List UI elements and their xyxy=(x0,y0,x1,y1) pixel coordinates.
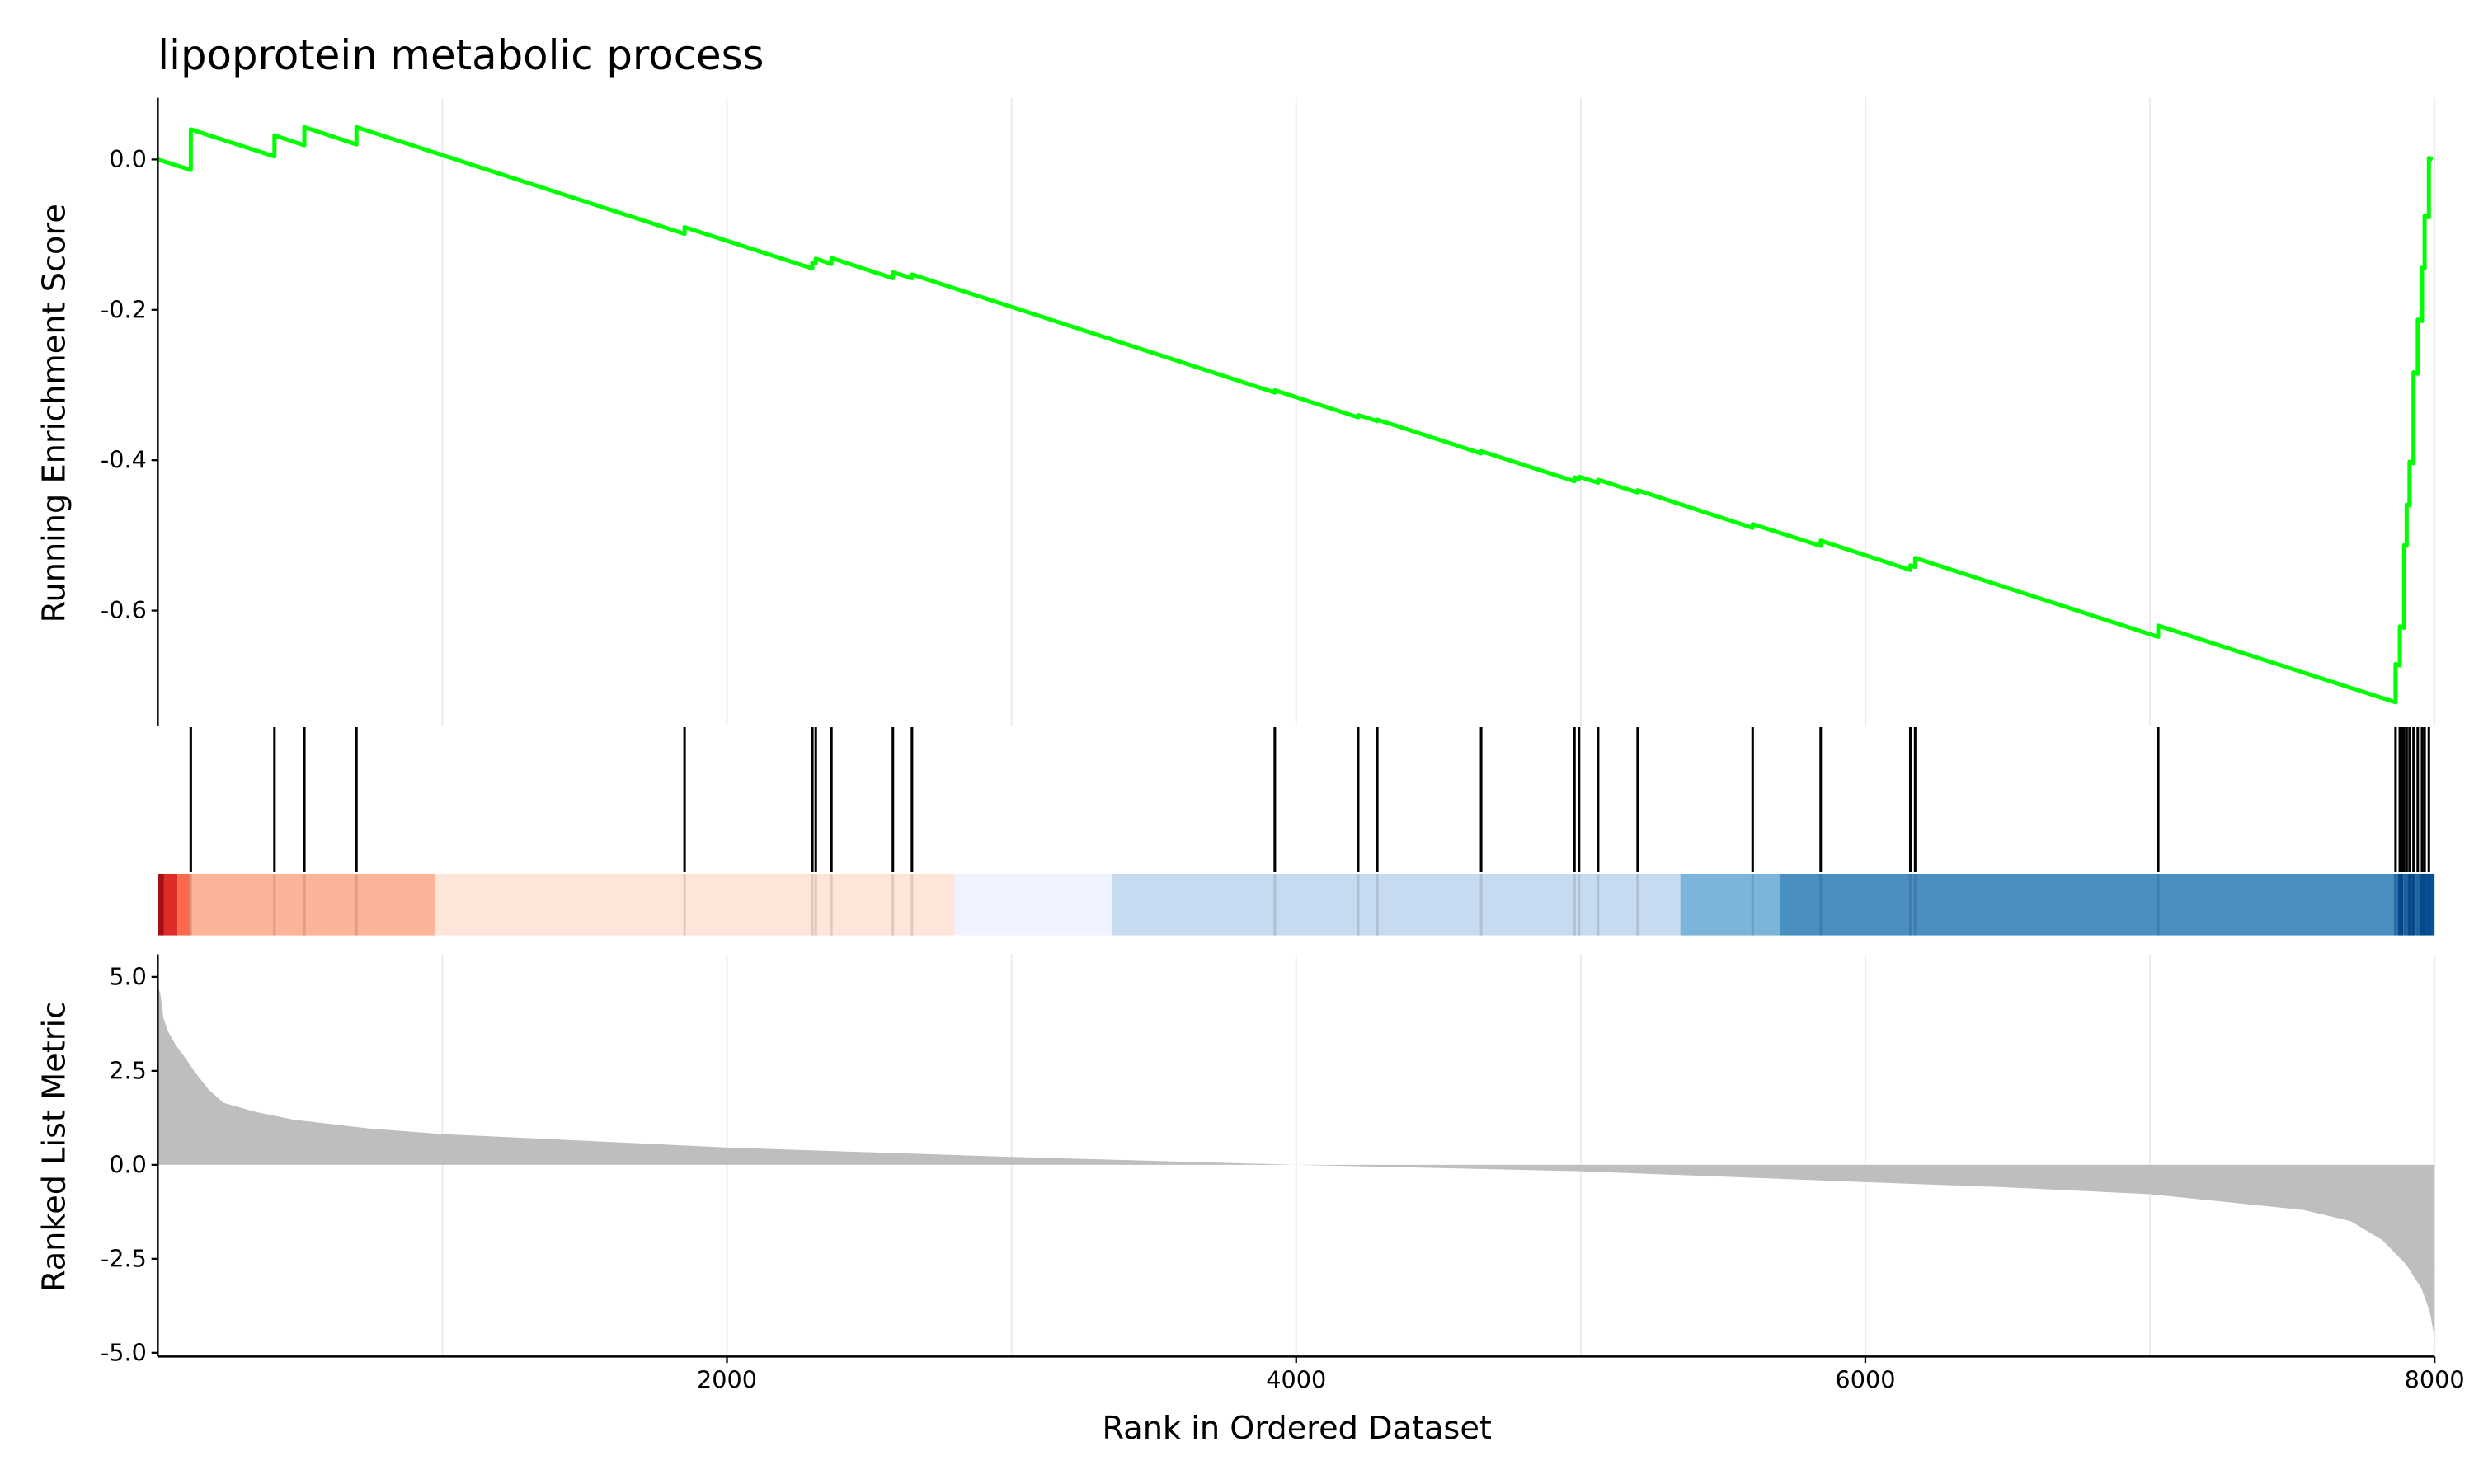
metric-area xyxy=(158,984,2435,1338)
y-tick-label: -5.0 xyxy=(101,1338,147,1366)
es-line xyxy=(157,124,2434,705)
heatmap-segment xyxy=(158,873,164,936)
heatmap-segment xyxy=(435,873,955,936)
axes: 0.0 -0.2 -0.4 -0.6 5.0 2.5 0.0 -2.5 -5.0 2000 4000… xyxy=(101,97,2465,1394)
ranked-metric-area xyxy=(158,984,2435,1338)
y-tick-label: 2.5 xyxy=(109,1056,147,1084)
x-tick-label: 8000 xyxy=(2405,1366,2465,1394)
heatmap-segment xyxy=(2415,873,2420,936)
heatmap-segment xyxy=(1680,873,1780,936)
y-axis-label-es: Running Enrichment Score xyxy=(35,204,73,622)
heatmap-segment xyxy=(189,873,436,936)
running-es-line xyxy=(157,124,2434,705)
y-tick-label: -0.2 xyxy=(101,295,147,323)
x-tick-label: 4000 xyxy=(1266,1366,1326,1394)
x-tick-label: 6000 xyxy=(1835,1366,1895,1394)
y-tick-label: 0.0 xyxy=(109,145,147,173)
heatmap-segment xyxy=(954,873,1112,936)
heatmap-segment xyxy=(1780,873,2394,936)
heatmap-segment xyxy=(2419,873,2435,936)
heatmap-segment xyxy=(163,873,178,936)
y-tick-label: 5.0 xyxy=(109,962,147,990)
heatmap-segment xyxy=(2397,873,2404,936)
gridlines xyxy=(441,97,2436,1357)
heatmap-segment xyxy=(2393,873,2398,936)
gene-hit-ticks xyxy=(189,727,2430,936)
y-tick-label: -0.6 xyxy=(101,596,147,624)
heatmap-band xyxy=(158,873,2435,936)
heatmap-segment xyxy=(177,873,190,936)
x-tick-label: 2000 xyxy=(697,1366,757,1394)
y-tick-label: 0.0 xyxy=(109,1150,147,1178)
heatmap-segment xyxy=(1112,873,1681,936)
heatmap-segment xyxy=(2407,873,2416,936)
x-axis-label: Rank in Ordered Dataset xyxy=(1103,1410,1492,1447)
y-tick-label: -2.5 xyxy=(101,1244,147,1272)
chart-title: lipoprotein metabolic process xyxy=(158,31,764,79)
y-tick-label: -0.4 xyxy=(101,446,147,474)
y-axis-label-metric: Ranked List Metric xyxy=(35,1002,73,1292)
heatmap-segment xyxy=(2403,873,2408,936)
